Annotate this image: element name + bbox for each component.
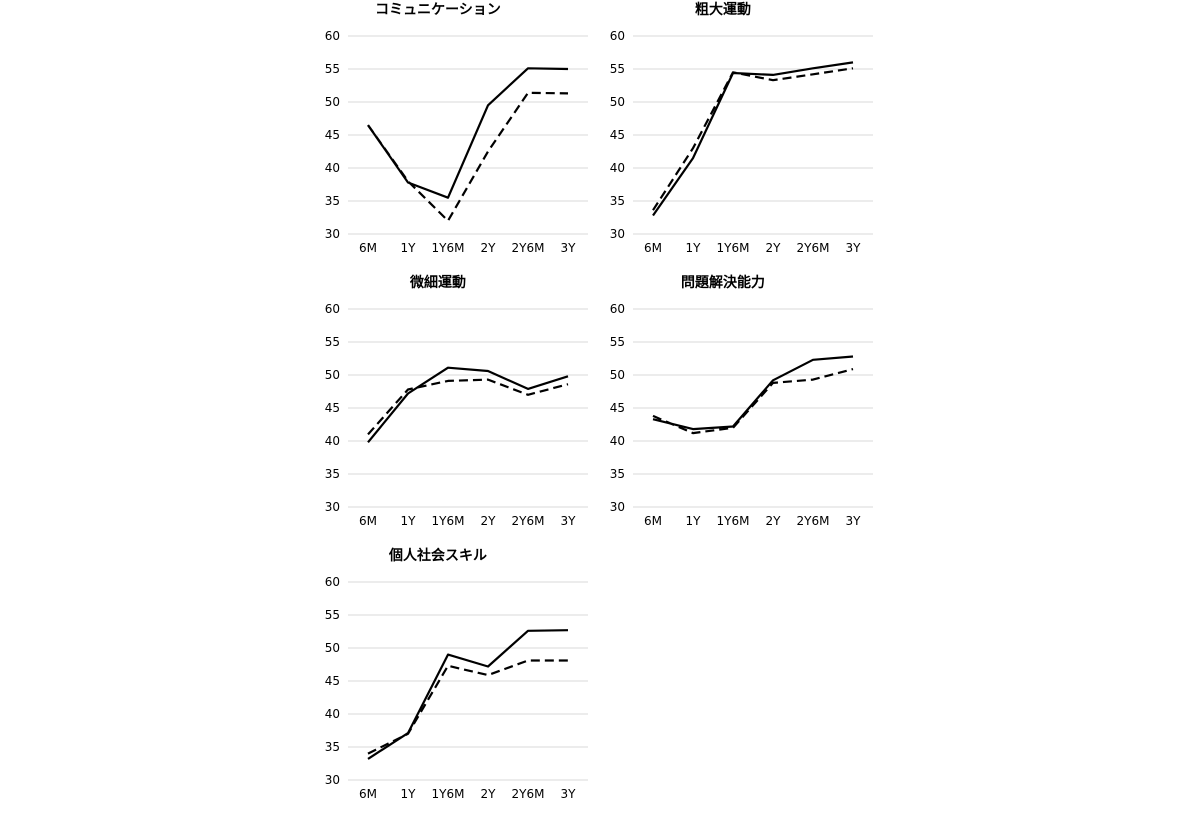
- y-tick-label: 60: [325, 302, 340, 316]
- x-tick-label: 1Y: [401, 787, 417, 801]
- x-tick-label: 1Y6M: [717, 241, 750, 255]
- y-tick-label: 50: [610, 95, 625, 109]
- chart-title: 粗大運動: [695, 1, 751, 18]
- series-line-solid: [652, 355, 854, 431]
- x-tick-label: 6M: [359, 514, 377, 528]
- y-tick-label: 50: [325, 368, 340, 382]
- series-line-solid: [367, 366, 569, 443]
- x-tick-label: 1Y6M: [717, 514, 750, 528]
- x-tick-label: 6M: [359, 241, 377, 255]
- y-tick-label: 40: [325, 434, 340, 448]
- x-tick-label: 2Y: [481, 787, 497, 801]
- x-tick-label: 3Y: [846, 241, 862, 255]
- y-tick-label: 50: [325, 95, 340, 109]
- y-tick-label: 45: [610, 128, 625, 142]
- series-line-solid: [652, 61, 854, 217]
- x-tick-label: 2Y6M: [512, 514, 545, 528]
- x-tick-label: 3Y: [846, 514, 862, 528]
- series-line-dashed: [652, 368, 854, 435]
- series-line-dashed: [367, 91, 569, 222]
- y-tick-label: 35: [325, 740, 340, 754]
- series-line-solid: [367, 67, 569, 199]
- y-tick-label: 35: [325, 467, 340, 481]
- y-tick-label: 45: [325, 674, 340, 688]
- x-tick-label: 1Y6M: [432, 514, 465, 528]
- y-tick-label: 45: [325, 401, 340, 415]
- y-tick-label: 60: [610, 302, 625, 316]
- chart-svg: 個人社会スキル 30 35 40 45 50 55 60 6M 1Y 1Y6M 2Y 2Y6M 3Y: [325, 547, 588, 801]
- y-tick-label: 35: [325, 194, 340, 208]
- y-tick-label: 45: [610, 401, 625, 415]
- x-tick-label: 3Y: [561, 787, 577, 801]
- series-line-dashed: [367, 659, 568, 755]
- x-tick-label: 2Y: [481, 241, 497, 255]
- series-line-solid: [367, 629, 569, 760]
- x-tick-label: 2Y6M: [512, 787, 545, 801]
- y-tick-label: 60: [610, 29, 625, 43]
- chart-panel-fine-motor: 微細運動 30 35 40 45 50 55 60 6M 1Y 1Y6M 2Y 2Y6M 3Y: [320, 273, 600, 543]
- x-tick-label: 2Y: [766, 514, 782, 528]
- y-tick-label: 60: [325, 29, 340, 43]
- series-line-dashed: [652, 67, 854, 211]
- y-tick-label: 30: [325, 773, 340, 787]
- y-tick-label: 55: [325, 608, 340, 622]
- x-tick-label: 6M: [644, 514, 662, 528]
- x-tick-label: 1Y: [401, 514, 417, 528]
- y-tick-label: 40: [610, 434, 625, 448]
- y-tick-label: 55: [325, 335, 340, 349]
- chart-title: コミュニケーション: [375, 2, 501, 18]
- y-tick-label: 60: [325, 575, 340, 589]
- y-tick-label: 55: [325, 62, 340, 76]
- x-tick-label: 1Y: [686, 241, 702, 255]
- y-tick-label: 40: [610, 161, 625, 175]
- chart-svg: 粗大運動 30 35 40 45 50 55 60 6M 1Y 1Y6M 2Y 2Y6M 3Y: [610, 1, 873, 255]
- y-tick-label: 30: [325, 500, 340, 514]
- y-tick-label: 40: [325, 161, 340, 175]
- x-tick-label: 1Y6M: [432, 787, 465, 801]
- x-tick-label: 2Y: [481, 514, 497, 528]
- y-tick-label: 55: [610, 62, 625, 76]
- x-tick-label: 2Y6M: [512, 241, 545, 255]
- chart-panel-communication: コミュニケーション 30 35 40 45 50 55 60 6M 1Y 1Y6M 2Y 2Y6M 3Y: [320, 0, 600, 270]
- chart-svg: 微細運動 30 35 40 45 50 55 60 6M 1Y 1Y6M 2Y 2Y6M 3Y: [325, 274, 588, 528]
- y-tick-label: 30: [610, 227, 625, 241]
- chart-title: 問題解決能力: [681, 274, 765, 291]
- chart-panel-gross-motor: 粗大運動 30 35 40 45 50 55 60 6M 1Y 1Y6M 2Y 2Y6M 3Y: [605, 0, 885, 270]
- chart-svg: コミュニケーション 30 35 40 45 50 55 60 6M 1Y 1Y6M 2Y 2Y6M 3Y: [325, 2, 588, 255]
- x-tick-label: 1Y: [401, 241, 417, 255]
- y-tick-label: 30: [610, 500, 625, 514]
- x-tick-label: 3Y: [561, 514, 577, 528]
- chart-panel-problem-solving: 問題解決能力 30 35 40 45 50 55 60 6M 1Y 1Y6M 2Y 2Y6M 3Y: [605, 273, 885, 543]
- chart-title: 微細運動: [409, 274, 466, 291]
- x-tick-label: 2Y6M: [797, 241, 830, 255]
- chart-svg: 問題解決能力 30 35 40 45 50 55 60 6M 1Y 1Y6M 2Y 2Y6M 3Y: [610, 274, 873, 528]
- chart-panel-personal-social: 個人社会スキル 30 35 40 45 50 55 60 6M 1Y 1Y6M 2Y 2Y6M 3Y: [320, 546, 600, 816]
- x-tick-label: 1Y6M: [432, 241, 465, 255]
- x-tick-label: 6M: [359, 787, 377, 801]
- series-line-dashed: [367, 378, 569, 436]
- x-tick-label: 1Y: [686, 514, 702, 528]
- x-tick-label: 3Y: [561, 241, 577, 255]
- y-tick-label: 45: [325, 128, 340, 142]
- y-tick-label: 30: [325, 227, 340, 241]
- chart-title: 個人社会スキル: [388, 547, 487, 564]
- y-tick-label: 50: [610, 368, 625, 382]
- x-tick-label: 2Y6M: [797, 514, 830, 528]
- y-tick-label: 55: [610, 335, 625, 349]
- x-tick-label: 6M: [644, 241, 662, 255]
- y-tick-label: 50: [325, 641, 340, 655]
- y-tick-label: 35: [610, 467, 625, 481]
- y-tick-label: 40: [325, 707, 340, 721]
- y-tick-label: 35: [610, 194, 625, 208]
- x-tick-label: 2Y: [766, 241, 782, 255]
